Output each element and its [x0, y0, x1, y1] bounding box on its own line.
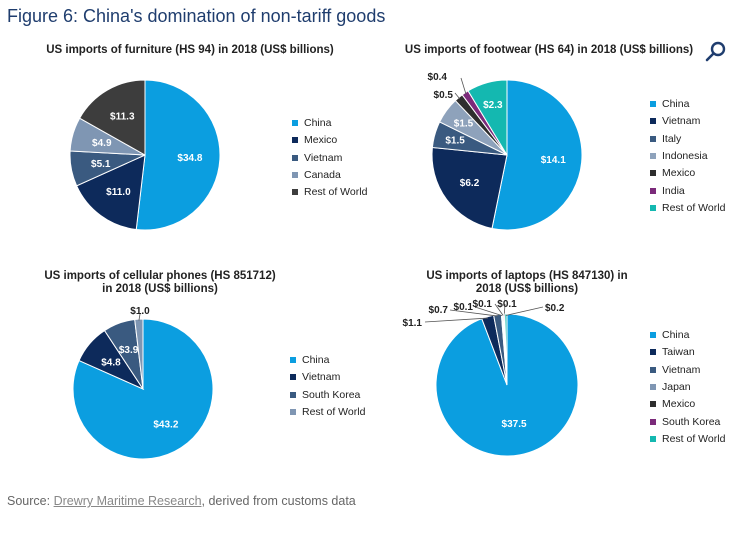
- legend-swatch: [292, 154, 298, 161]
- data-label: $0.4: [428, 72, 448, 83]
- source-link[interactable]: Drewry Maritime Research: [53, 494, 202, 508]
- data-label: $1.5: [445, 136, 465, 147]
- legend-swatch: [650, 187, 656, 194]
- data-label: $34.8: [177, 153, 202, 164]
- legend-swatch: [650, 152, 656, 159]
- legend-label: China: [304, 117, 332, 129]
- legend-swatch: [650, 418, 656, 425]
- chart-title-laptops: US imports of laptops (HS 847130) in 201…: [426, 270, 628, 295]
- chart-title-footwear: US imports of footwear (HS 64) in 2018 (…: [404, 44, 694, 56]
- legend-swatch: [650, 204, 656, 211]
- leader-line: [494, 303, 504, 316]
- pie-footwear: $14.1 $6.2 $1.5 $1.5 $0.5 $0.4 $2.3: [428, 72, 583, 231]
- search-icon[interactable]: [704, 40, 728, 64]
- legend-label: India: [662, 184, 685, 197]
- chart-title-furniture: US imports of furniture (HS 94) in 2018 …: [46, 44, 334, 56]
- legend-label: Rest of World: [662, 432, 726, 445]
- data-label: $1.0: [130, 306, 150, 317]
- legend-label: Canada: [304, 168, 341, 181]
- legend-label: Vietnam: [302, 371, 341, 384]
- legend-label: Taiwan: [662, 346, 695, 359]
- pie-slice-rest-of-world: [467, 79, 508, 157]
- pie-slice-rest-of-world: [78, 79, 146, 156]
- leader-line: [474, 306, 503, 316]
- leader-line: [505, 306, 544, 316]
- data-label: $14.1: [541, 155, 566, 166]
- pie-phones: $43.2 $4.8$3.9 $1.0: [72, 306, 214, 460]
- legend-label: Italy: [662, 132, 682, 145]
- legend-label: Rest of World: [304, 186, 368, 199]
- legend-swatch: [292, 137, 298, 144]
- legend-swatch: [290, 374, 296, 381]
- data-label: $3.9: [119, 345, 139, 356]
- legend-label: South Korea: [662, 415, 721, 428]
- data-label: $4.9: [92, 138, 112, 149]
- legend-label: South Korea: [302, 388, 361, 401]
- data-label: $1.5: [454, 119, 474, 130]
- pie-slice-china: [135, 79, 221, 231]
- legend-swatch: [650, 170, 656, 177]
- data-label: $0.1: [454, 302, 474, 313]
- source-note: Source: Drewry Maritime Research, derive…: [7, 494, 356, 508]
- legend-swatch: [650, 366, 656, 373]
- data-label: $37.5: [502, 419, 527, 430]
- legend-swatch: [650, 401, 656, 408]
- pie-slice-mexico: [75, 154, 146, 231]
- legend-swatch: [650, 332, 656, 338]
- legend-label: China: [302, 354, 330, 366]
- source-prefix: Source:: [7, 494, 51, 508]
- legend-label: Japan: [662, 380, 691, 393]
- legend-label: Mexico: [662, 167, 696, 180]
- data-label: $0.5: [434, 90, 454, 101]
- data-label: $0.1: [473, 299, 493, 310]
- data-label: $6.2: [460, 178, 480, 189]
- legend-label: Rest of World: [302, 405, 366, 418]
- figure-title: Figure 6: China's domination of non-tari…: [7, 6, 386, 26]
- legend-label: China: [662, 98, 690, 110]
- chart-title-phones: US imports of cellular phones (HS 851712…: [44, 270, 276, 295]
- legend-label: Vietnam: [662, 363, 701, 376]
- data-label: $11.3: [110, 112, 135, 123]
- pie-furniture: $34.8 $11.0 $5.1 $4.9 $11.3: [69, 79, 221, 231]
- legend-swatch: [650, 435, 656, 442]
- legend-swatch: [650, 383, 656, 390]
- data-label: $43.2: [153, 420, 178, 431]
- data-label: $0.7: [429, 305, 449, 316]
- pie-slice-vietnam: [431, 146, 508, 230]
- legend-label: Rest of World: [662, 201, 726, 214]
- legend-swatch: [290, 408, 296, 415]
- pie-laptops: $37.5$1.1$0.7 $0.1 $0.1 $0.1 $0.2: [403, 299, 579, 457]
- leader-line: [424, 317, 489, 323]
- legend-label: Mexico: [304, 134, 338, 147]
- source-suffix: , derived from customs data: [201, 494, 356, 508]
- data-label: $0.1: [497, 299, 517, 310]
- legend-label: Vietnam: [662, 115, 701, 128]
- data-label: $11.0: [106, 187, 131, 198]
- legend-swatch: [292, 171, 298, 178]
- data-label: $5.1: [91, 159, 111, 170]
- legend-label: Indonesia: [662, 149, 708, 162]
- data-label: $1.1: [403, 318, 423, 329]
- legend-swatch: [650, 118, 656, 125]
- legend-swatch: [290, 391, 296, 398]
- leader-line: [138, 313, 141, 321]
- pie-slice-rest-of-world: [504, 313, 508, 386]
- legend-label: Vietnam: [304, 151, 343, 164]
- legend-swatch: [650, 101, 656, 107]
- legend-label: Mexico: [662, 398, 696, 411]
- leader-line: [454, 92, 460, 100]
- leader-line: [460, 77, 467, 95]
- data-label: $4.8: [101, 357, 121, 368]
- data-label: $0.2: [545, 303, 565, 314]
- legend-swatch: [650, 349, 656, 356]
- pie-slice-china: [491, 79, 583, 231]
- legend-swatch: [292, 120, 298, 126]
- data-label: $2.3: [483, 100, 503, 111]
- legend-label: China: [662, 329, 690, 341]
- legend-swatch: [292, 189, 298, 196]
- leader-line: [449, 309, 498, 317]
- legend-swatch: [290, 357, 296, 363]
- legend-swatch: [650, 135, 656, 142]
